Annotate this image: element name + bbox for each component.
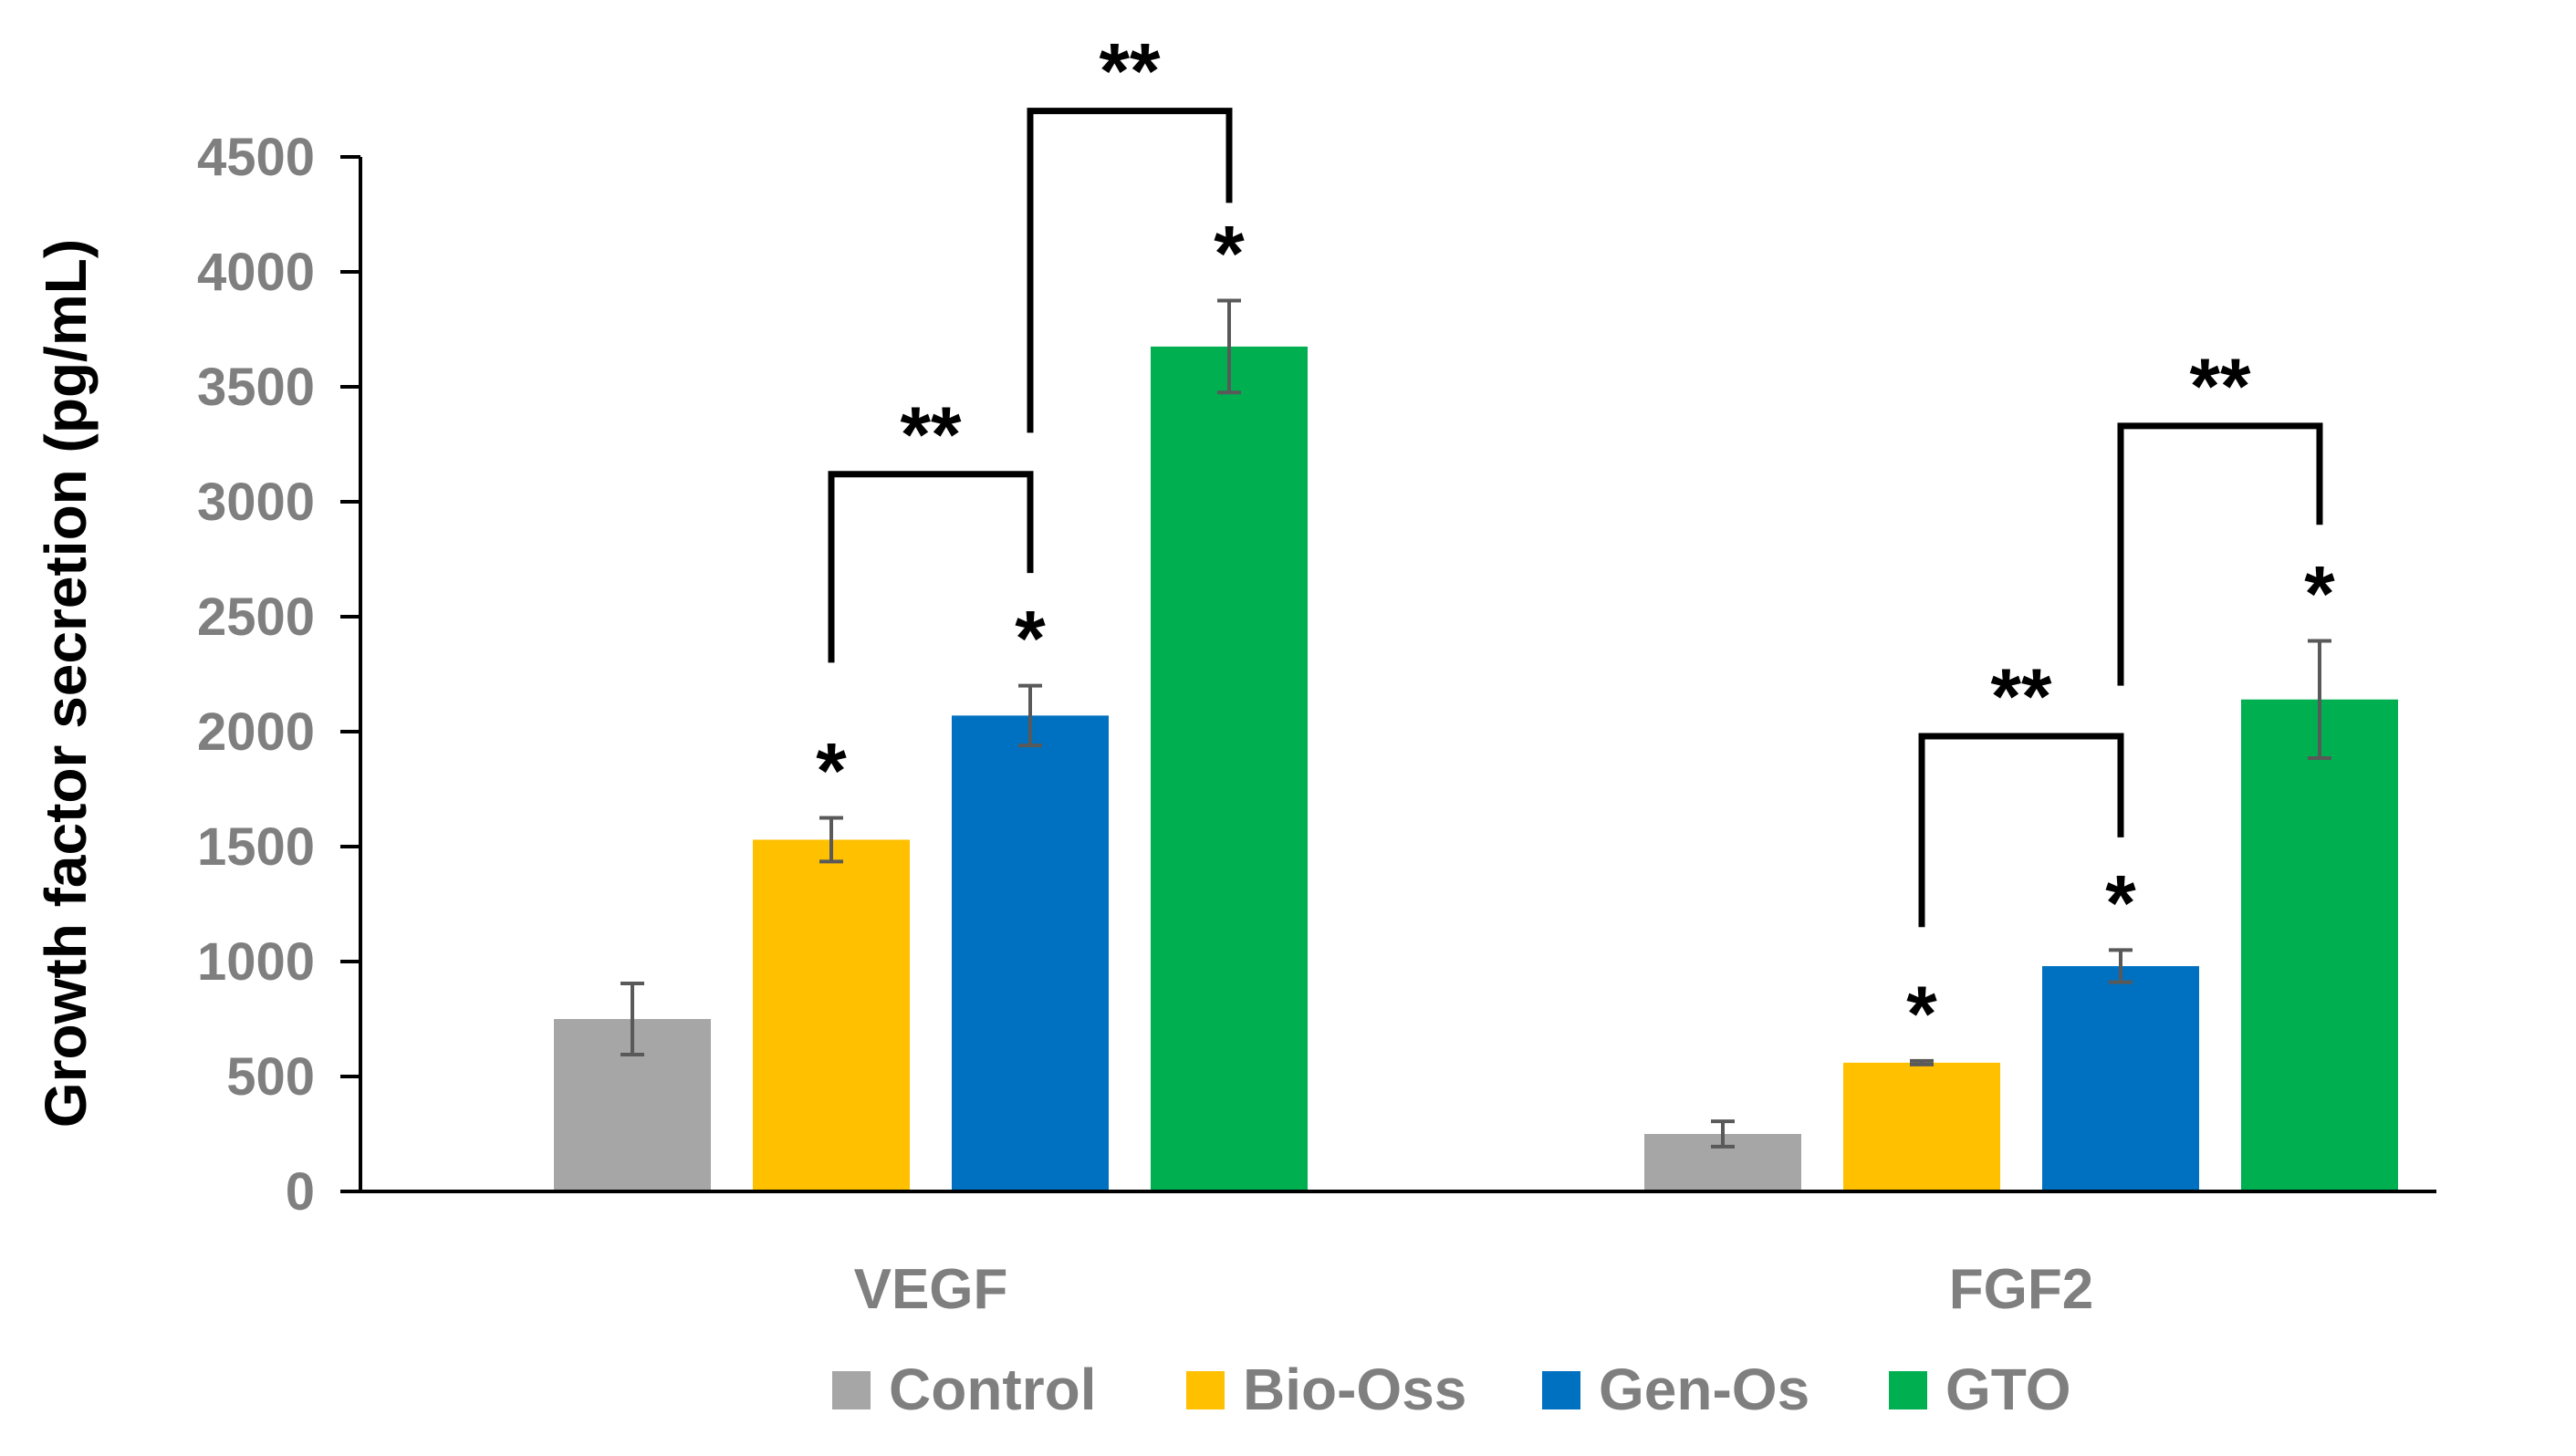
y-tick-label: 2000 <box>197 702 315 762</box>
significance-star: * <box>816 728 847 816</box>
bracket-label: ** <box>1100 28 1161 116</box>
legend: Control Bio-Oss Gen-Os GTO <box>832 1357 2071 1422</box>
bar <box>952 715 1109 1191</box>
error-bar <box>621 981 644 1057</box>
error-bar <box>1910 1058 1934 1066</box>
significance-star: * <box>1214 211 1245 298</box>
significance-stars: ****** <box>816 211 2335 1058</box>
y-tick-label: 1000 <box>197 932 315 992</box>
bracket-label: ** <box>1991 653 2052 741</box>
bar <box>2042 966 2199 1191</box>
significance-brackets: ******** <box>828 28 2323 928</box>
legend-item: Control <box>832 1357 1097 1422</box>
bars <box>554 346 2398 1191</box>
legend-item: Bio-Oss <box>1186 1357 1466 1422</box>
bar <box>1151 346 1308 1191</box>
significance-star: * <box>2105 859 2136 947</box>
y-tick-label: 4000 <box>197 243 315 302</box>
legend-swatch <box>832 1371 871 1409</box>
significance-bracket <box>828 471 1034 663</box>
error-bar <box>2308 639 2331 760</box>
significance-bracket <box>1027 108 1233 433</box>
legend-label: Gen-Os <box>1599 1357 1809 1422</box>
y-tick-label: 3000 <box>197 473 315 532</box>
significance-star: * <box>1015 596 1046 683</box>
legend-item: GTO <box>1889 1357 2071 1422</box>
error-bar <box>1711 1119 1735 1149</box>
category-label: VEGF <box>854 1258 1008 1321</box>
error-bar <box>1018 683 1042 748</box>
legend-label: Bio-Oss <box>1243 1357 1466 1422</box>
y-tick-label: 4500 <box>197 128 315 187</box>
bar <box>1843 1062 2000 1191</box>
error-bar <box>2109 948 2133 984</box>
significance-star: * <box>1906 971 1937 1058</box>
y-axis <box>340 155 362 1193</box>
y-axis-title: Growth factor secretion (pg/mL) <box>33 239 99 1128</box>
error-bar <box>819 816 843 864</box>
bracket-label: ** <box>2190 343 2251 431</box>
y-tick-label: 0 <box>286 1162 315 1222</box>
y-tick-label: 3500 <box>197 358 315 417</box>
category-labels: VEGF FGF2 <box>854 1258 2094 1321</box>
error-bar <box>1217 298 1241 395</box>
y-tick-label: 500 <box>226 1047 315 1107</box>
significance-bracket <box>1918 733 2124 928</box>
legend-label: Control <box>889 1357 1097 1422</box>
error-bars <box>621 298 2331 1149</box>
legend-swatch <box>1889 1371 1927 1409</box>
y-tick-label: 1500 <box>197 817 315 877</box>
legend-swatch <box>1542 1371 1580 1409</box>
significance-bracket <box>2117 422 2323 686</box>
y-tick-labels: 0 500 1000 1500 2000 2500 3000 3500 4000 4500 <box>197 128 315 1222</box>
legend-swatch <box>1186 1371 1225 1409</box>
legend-item: Gen-Os <box>1542 1357 1809 1422</box>
category-label: FGF2 <box>1949 1258 2093 1321</box>
significance-star: * <box>2304 550 2335 638</box>
legend-label: GTO <box>1945 1357 2071 1422</box>
y-tick-label: 2500 <box>197 588 315 647</box>
bar <box>2241 699 2398 1191</box>
bar <box>753 839 910 1191</box>
bracket-label: ** <box>901 391 962 479</box>
